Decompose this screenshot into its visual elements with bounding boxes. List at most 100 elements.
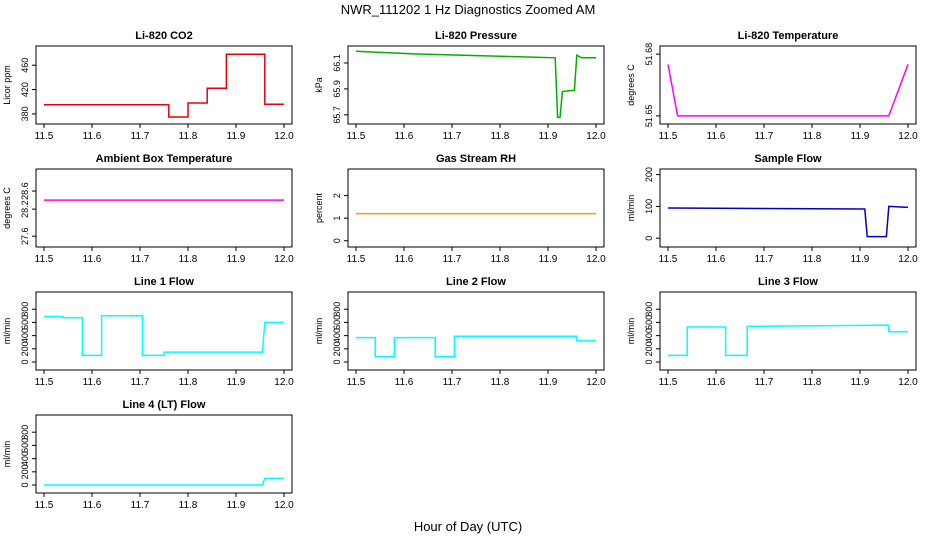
y-tick-label: 2: [332, 193, 342, 198]
y-tick-label: 600: [644, 315, 654, 330]
y-tick-label: 28.2: [20, 200, 30, 218]
x-tick-label: 11.5: [35, 254, 54, 265]
y-axis-label: ml/min: [626, 318, 636, 345]
chart-panel: Line 3 Flow ml/min 11.5 11.6 11.7 11.8 11.9 12.…: [626, 276, 918, 388]
x-tick-label: 11.5: [35, 500, 54, 511]
x-tick-label: 11.6: [83, 500, 102, 511]
x-tick-label: 11.8: [491, 131, 510, 142]
panel-title: Li-820 Pressure: [435, 30, 517, 42]
y-tick-label: 0: [644, 360, 654, 365]
x-tick-label: 12.0: [274, 131, 294, 142]
panel-title: Ambient Box Temperature: [96, 153, 233, 165]
x-tick-label: 11.5: [347, 377, 366, 388]
plot-frame: [35, 291, 293, 371]
y-tick-label: 800: [332, 302, 342, 317]
x-tick-label: 11.8: [803, 131, 822, 142]
x-tick-label: 11.7: [131, 500, 150, 511]
chart-panel: Li-820 CO2 Licor ppm 11.5 11.6 11.7 11.8 11.9 1…: [2, 30, 294, 142]
x-tick-label: 11.6: [395, 377, 414, 388]
chart-panel: Line 1 Flow ml/min 11.5 11.6 11.7 11.8 11.9 12.…: [2, 276, 294, 388]
x-tick-label: 12.0: [898, 377, 918, 388]
x-tick-label: 11.6: [83, 131, 102, 142]
plot-frame: [347, 291, 605, 371]
x-tick-label: 11.7: [443, 131, 462, 142]
x-tick-label: 11.5: [659, 131, 678, 142]
x-tick-label: 12.0: [274, 377, 294, 388]
series-line: [355, 50, 596, 119]
y-tick-label: 0: [644, 236, 654, 241]
x-tick-label: 11.6: [395, 131, 414, 142]
panel-title: Gas Stream RH: [436, 153, 516, 165]
x-tick-label: 11.9: [227, 500, 246, 511]
x-tick-label: 11.9: [851, 131, 870, 142]
y-axis-label: ml/min: [2, 318, 12, 345]
x-tick-label: 11.7: [131, 131, 150, 142]
y-tick-label: 200: [332, 341, 342, 356]
y-tick-label: 600: [20, 315, 30, 330]
x-tick-label: 11.6: [707, 254, 726, 265]
y-axis-label: ml/min: [314, 318, 324, 345]
x-tick-label: 11.7: [755, 254, 774, 265]
y-tick-label: 27.6: [20, 227, 30, 245]
y-tick-label: 65.9: [332, 80, 342, 98]
x-tick-label: 11.6: [83, 377, 102, 388]
y-axis-label: ml/min: [626, 195, 636, 222]
x-tick-label: 11.7: [131, 254, 150, 265]
y-tick-label: 0: [20, 360, 30, 365]
y-tick-label: 200: [644, 341, 654, 356]
x-tick-label: 11.7: [755, 377, 774, 388]
panel-title: Line 2 Flow: [446, 276, 506, 288]
x-tick-label: 11.9: [227, 131, 246, 142]
x-tick-label: 11.8: [803, 377, 822, 388]
series-line: [44, 315, 284, 357]
plot-frame: [659, 45, 917, 125]
series-line: [44, 477, 284, 486]
x-tick-label: 11.7: [443, 254, 462, 265]
x-tick-label: 11.9: [851, 254, 870, 265]
y-axis-label: ml/min: [2, 441, 12, 468]
y-tick-label: 400: [644, 328, 654, 343]
y-tick-label: 400: [20, 451, 30, 466]
x-tick-label: 11.9: [539, 254, 558, 265]
y-tick-label: 420: [20, 82, 30, 97]
x-tick-label: 11.8: [179, 131, 198, 142]
y-tick-label: 100: [644, 199, 654, 214]
y-tick-label: 200: [20, 341, 30, 356]
y-tick-label: 65.7: [332, 106, 342, 124]
x-tick-label: 11.8: [179, 377, 198, 388]
chart-panel: Li-820 Pressure kPa 11.5 11.6 11.7 11.8 11.9 12…: [314, 30, 606, 142]
chart-panel: Sample Flow ml/min 11.5 11.6 11.7 11.8 11.9 12.…: [626, 153, 918, 265]
y-tick-label: 0: [332, 238, 342, 243]
plot-frame: [347, 45, 605, 125]
y-tick-label: 600: [20, 438, 30, 453]
x-tick-label: 11.9: [539, 377, 558, 388]
y-tick-label: 66.1: [332, 54, 342, 72]
plot-frame: [35, 168, 293, 248]
series-line: [356, 335, 596, 358]
panel-title: Line 3 Flow: [758, 276, 818, 288]
x-tick-label: 12.0: [586, 377, 606, 388]
series-line: [668, 324, 908, 357]
x-tick-label: 11.5: [347, 254, 366, 265]
y-tick-label: 51.68: [644, 43, 654, 66]
series-line: [44, 53, 284, 118]
x-tick-label: 11.5: [35, 377, 54, 388]
y-tick-label: 400: [332, 328, 342, 343]
x-tick-label: 11.8: [491, 254, 510, 265]
y-axis-label: kPa: [314, 77, 324, 93]
x-tick-label: 11.5: [35, 131, 54, 142]
chart-panel: Ambient Box Temperature degrees C 11.5 11.6…: [2, 153, 294, 265]
y-axis-label: Licor ppm: [2, 65, 12, 105]
x-tick-label: 12.0: [274, 500, 294, 511]
x-tick-label: 12.0: [898, 131, 918, 142]
y-tick-label: 0: [332, 360, 342, 365]
x-tick-label: 11.8: [179, 500, 198, 511]
x-tick-label: 11.8: [179, 254, 198, 265]
plot-frame: [659, 168, 917, 248]
y-tick-label: 200: [20, 464, 30, 479]
chart-panel: Line 2 Flow ml/min 11.5 11.6 11.7 11.8 11.9 12.…: [314, 276, 606, 388]
x-tick-label: 12.0: [898, 254, 918, 265]
chart-panel: Li-820 Temperature degrees C 11.5 11.6 11.7 1…: [626, 30, 918, 142]
plot-frame: [347, 168, 605, 248]
x-tick-label: 12.0: [586, 254, 606, 265]
